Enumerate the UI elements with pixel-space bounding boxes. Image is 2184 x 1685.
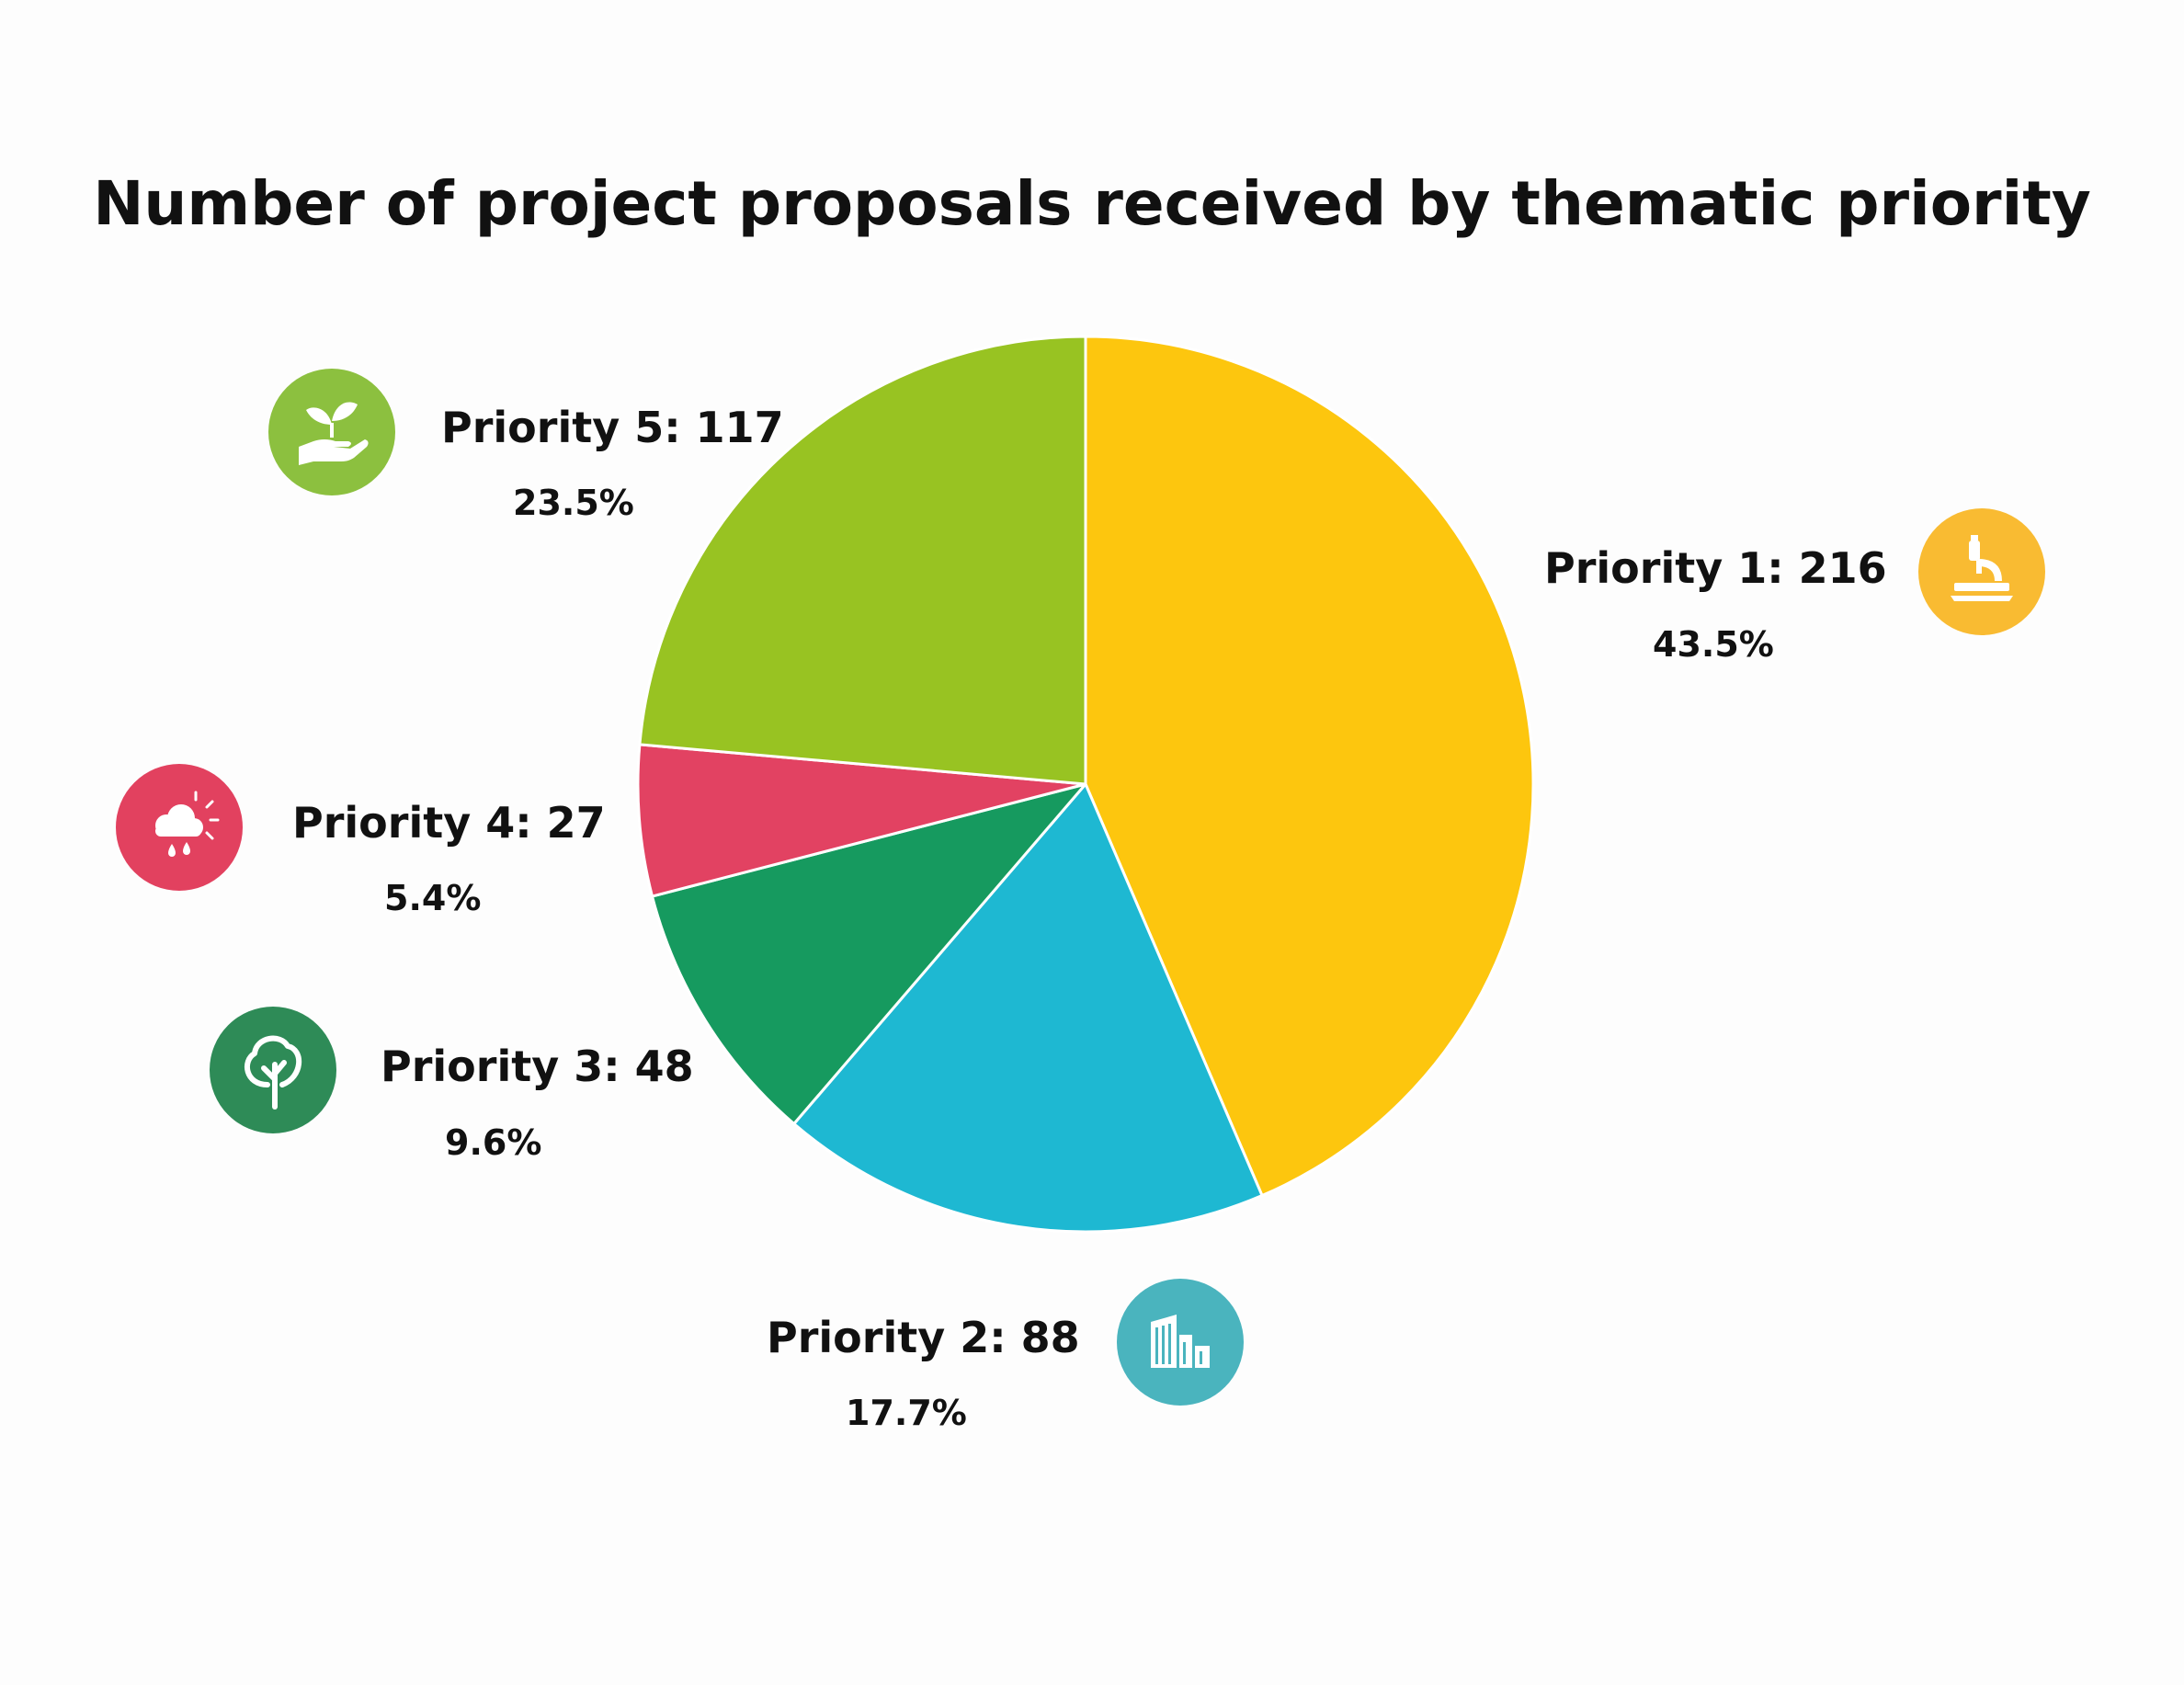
pie-slice-priority-1	[1084, 335, 1535, 1198]
pie-slice-priority-5	[638, 335, 1087, 786]
slice-label-priority-4: Priority 4: 27 5.4%	[116, 764, 606, 918]
slice-percent-text: 43.5%	[1653, 624, 1774, 665]
slice-label-text: Priority 1: 216	[1544, 543, 1887, 593]
pie-slices	[636, 335, 1535, 1234]
buildings-icon	[1117, 1279, 1244, 1406]
chart-title: Number of project proposals received by …	[93, 168, 2091, 239]
cloud-rain-sun-icon	[116, 764, 243, 891]
slice-percent-text: 17.7%	[846, 1393, 967, 1433]
tree-icon	[210, 1007, 336, 1133]
slice-label-text: Priority 4: 27	[292, 798, 606, 848]
slice-label-text: Priority 2: 88	[767, 1313, 1080, 1362]
hand-plant-icon	[268, 369, 395, 495]
pie-slice-priority-4	[636, 743, 1087, 898]
slice-label-text: Priority 5: 117	[441, 403, 784, 452]
slice-percent-text: 23.5%	[513, 483, 634, 523]
slice-label-priority-2: Priority 2: 88 17.7%	[767, 1279, 1244, 1433]
microscope-icon	[1918, 508, 2045, 635]
slice-label-priority-3: Priority 3: 48 9.6%	[210, 1007, 694, 1163]
slice-percent-text: 5.4%	[384, 878, 481, 918]
slice-percent-text: 9.6%	[445, 1122, 541, 1163]
pie-slice-priority-2	[792, 782, 1264, 1234]
slice-label-priority-5: Priority 5: 117 23.5%	[268, 369, 784, 523]
slice-label-priority-1: Priority 1: 216 43.5%	[1544, 508, 2045, 665]
slice-label-text: Priority 3: 48	[381, 1042, 694, 1091]
